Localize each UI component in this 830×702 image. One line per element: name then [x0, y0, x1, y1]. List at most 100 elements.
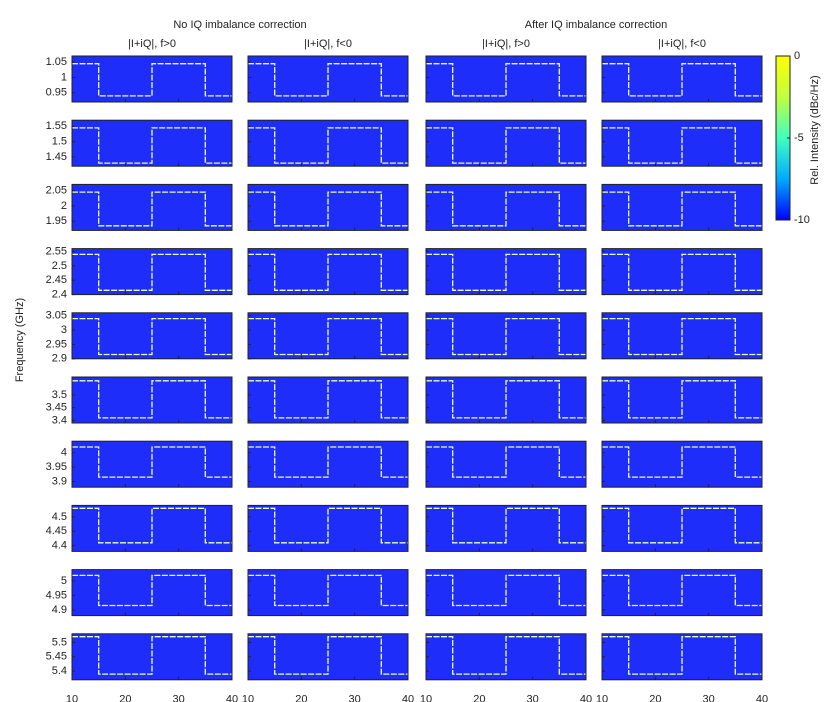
- frequency-trace: [248, 253, 408, 291]
- frequency-trace: [248, 63, 408, 97]
- frequency-trace: [72, 317, 232, 356]
- frequency-trace: [248, 446, 408, 478]
- panel-frame: [71, 440, 233, 488]
- panel-frame: [247, 248, 409, 296]
- y-tick-label: 1.55: [46, 120, 67, 132]
- frequency-trace: [602, 507, 762, 544]
- y-tick-label: 1.5: [52, 136, 67, 148]
- panel-frame: [425, 312, 587, 360]
- panel-frame: [247, 440, 409, 488]
- frequency-trace: [72, 574, 232, 607]
- y-tick-label: 1.95: [46, 215, 67, 227]
- y-tick-label: 2.9: [52, 353, 67, 365]
- frequency-trace: [602, 191, 762, 227]
- y-tick-label: 2.45: [46, 274, 67, 286]
- group-title: No IQ imbalance correction: [173, 19, 306, 31]
- panel-frame: [71, 248, 233, 296]
- frequency-trace: [602, 446, 762, 478]
- frequency-trace: [426, 317, 586, 356]
- y-tick-label: 3.5: [52, 389, 67, 401]
- panel-frame: [425, 183, 587, 231]
- frequency-trace: [426, 127, 586, 164]
- panel-frame: [601, 569, 763, 617]
- panel-frame: [247, 55, 409, 103]
- y-tick-label: 1.05: [46, 56, 67, 68]
- x-tick-label: 20: [295, 694, 307, 702]
- frequency-trace: [248, 380, 408, 419]
- frequency-trace: [248, 191, 408, 227]
- frequency-trace: [602, 380, 762, 419]
- panel-frame: [71, 504, 233, 552]
- panel-frame: [247, 376, 409, 424]
- panel-frame: [601, 312, 763, 360]
- x-tick-label: 40: [402, 694, 414, 702]
- y-tick-label: 3.9: [52, 475, 67, 487]
- y-tick-label: 1.45: [46, 151, 67, 163]
- column-title: |I+iQ|, f>0: [482, 38, 530, 50]
- frequency-trace: [426, 253, 586, 291]
- y-tick-label: 5.4: [52, 665, 67, 677]
- frequency-trace: [602, 317, 762, 356]
- frequency-trace: [72, 191, 232, 227]
- frequency-trace: [426, 507, 586, 544]
- y-tick-label: 2.4: [52, 289, 67, 301]
- x-tick-label: 10: [596, 694, 608, 702]
- panel-frame: [71, 312, 233, 360]
- y-tick-label: 1: [61, 71, 67, 83]
- frequency-trace: [602, 63, 762, 97]
- y-tick-label: 2.5: [52, 260, 67, 272]
- y-tick-label: 3.45: [46, 402, 67, 414]
- x-tick-label: 30: [173, 694, 185, 702]
- panel-frame: [247, 569, 409, 617]
- panel-frame: [247, 119, 409, 167]
- panel-frame: [71, 569, 233, 617]
- frequency-trace: [426, 191, 586, 227]
- x-tick-label: 20: [119, 694, 131, 702]
- panel-frame: [601, 440, 763, 488]
- panel-frame: [601, 55, 763, 103]
- frequency-trace: [426, 446, 586, 478]
- panel-frame: [425, 119, 587, 167]
- y-tick-label: 5.45: [46, 651, 67, 663]
- frequency-trace: [426, 380, 586, 419]
- x-tick-label: 10: [242, 694, 254, 702]
- x-tick-label: 30: [527, 694, 539, 702]
- panel-frame: [425, 504, 587, 552]
- colorbar-tick-label: -10: [794, 214, 810, 226]
- column-title: |I+iQ|, f<0: [304, 38, 352, 50]
- y-tick-label: 3: [61, 324, 67, 336]
- frequency-trace: [602, 636, 762, 675]
- column-title: |I+iQ|, f>0: [128, 38, 176, 50]
- frequency-trace: [602, 574, 762, 607]
- y-tick-label: 5: [61, 575, 67, 587]
- panel-frame: [71, 119, 233, 167]
- frequency-trace: [72, 446, 232, 478]
- y-tick-label: 2.95: [46, 338, 67, 350]
- frequency-trace: [72, 380, 232, 419]
- panel-frame: [247, 183, 409, 231]
- panel-frame: [425, 440, 587, 488]
- column-title: |I+iQ|, f<0: [658, 38, 706, 50]
- frequency-trace: [72, 253, 232, 291]
- panel-frame: [601, 376, 763, 424]
- x-tick-label: 30: [349, 694, 361, 702]
- frequency-trace: [72, 636, 232, 675]
- panel-frame: [601, 248, 763, 296]
- y-tick-label: 4.5: [52, 511, 67, 523]
- frequency-trace: [426, 574, 586, 607]
- y-tick-label: 3.4: [52, 414, 67, 426]
- group-title: After IQ imbalance correction: [525, 19, 667, 31]
- frequency-trace: [248, 127, 408, 164]
- y-tick-label: 0.95: [46, 87, 67, 99]
- y-tick-label: 4.95: [46, 589, 67, 601]
- y-axis-label: Frequency (GHz): [14, 298, 26, 382]
- y-tick-label: 4.9: [52, 604, 67, 616]
- panel-frame: [71, 55, 233, 103]
- frequency-trace: [72, 127, 232, 164]
- panel-frame: [71, 183, 233, 231]
- y-tick-label: 4: [61, 447, 67, 459]
- frequency-trace: [248, 574, 408, 607]
- x-tick-label: 40: [756, 694, 768, 702]
- x-tick-label: 30: [703, 694, 715, 702]
